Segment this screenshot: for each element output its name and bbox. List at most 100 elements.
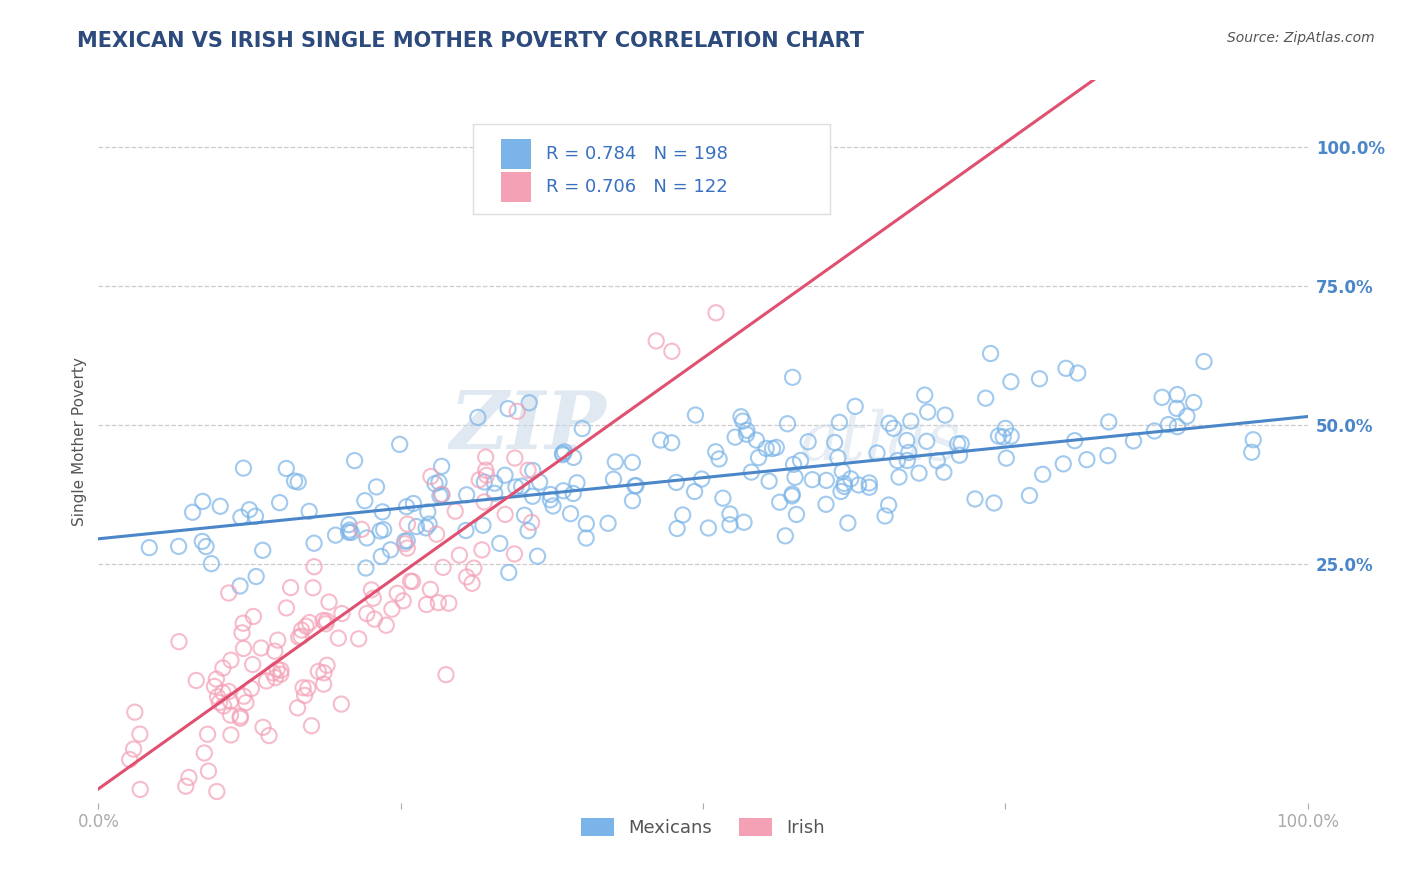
Point <box>456 488 478 502</box>
Point <box>513 508 536 523</box>
Point <box>262 665 284 680</box>
Point <box>415 598 437 612</box>
Point <box>503 450 526 465</box>
Point <box>315 616 337 631</box>
Point <box>252 720 274 734</box>
Point <box>426 527 449 541</box>
Point <box>624 479 647 493</box>
Point <box>877 417 900 431</box>
Point <box>828 415 851 429</box>
Point <box>730 409 752 424</box>
Point <box>186 673 208 688</box>
Point <box>219 653 242 667</box>
Point <box>494 468 516 483</box>
Point <box>1000 375 1022 389</box>
Point <box>886 453 908 467</box>
Point <box>418 516 440 531</box>
Point <box>690 472 713 486</box>
Point <box>780 489 803 503</box>
Point <box>1052 457 1074 471</box>
Point <box>353 493 375 508</box>
Point <box>1182 395 1205 409</box>
Point <box>208 696 231 710</box>
Point <box>219 728 242 742</box>
Point <box>1166 387 1188 401</box>
Point <box>575 516 598 531</box>
Point <box>553 445 575 459</box>
Point <box>1028 372 1050 386</box>
Point <box>396 541 419 556</box>
Point <box>529 475 551 489</box>
Point <box>824 435 846 450</box>
Point <box>769 495 792 509</box>
Point <box>506 404 529 418</box>
Point <box>463 561 485 575</box>
Point <box>387 586 409 600</box>
Point <box>1076 452 1098 467</box>
Point <box>347 632 370 646</box>
Point <box>780 487 803 501</box>
Point <box>207 690 229 704</box>
Point <box>337 525 360 540</box>
Point <box>503 547 526 561</box>
Point <box>755 442 778 456</box>
Point <box>430 487 453 501</box>
Point <box>434 667 457 681</box>
Point <box>1166 401 1188 416</box>
Point <box>1157 417 1180 432</box>
Point <box>276 601 298 615</box>
Point <box>745 433 768 447</box>
Point <box>946 437 969 451</box>
Point <box>1122 434 1144 448</box>
Point <box>522 489 544 503</box>
Point <box>456 570 478 584</box>
Point <box>270 667 292 681</box>
Point <box>1097 449 1119 463</box>
FancyBboxPatch shape <box>474 124 830 214</box>
Point <box>718 507 741 521</box>
Point <box>177 771 200 785</box>
Point <box>782 370 804 384</box>
Point <box>371 505 394 519</box>
Point <box>775 529 797 543</box>
Point <box>866 446 889 460</box>
Point <box>368 524 391 538</box>
Point <box>1018 488 1040 502</box>
Point <box>211 685 233 699</box>
Point <box>399 574 422 589</box>
Point <box>375 618 398 632</box>
Point <box>484 476 506 491</box>
Point <box>883 421 905 435</box>
Point <box>191 494 214 508</box>
Point <box>437 596 460 610</box>
Point <box>1152 390 1174 404</box>
Point <box>232 616 254 631</box>
Point <box>174 779 197 793</box>
Point <box>551 446 574 460</box>
Point <box>472 475 495 489</box>
Point <box>256 673 278 688</box>
Point <box>517 396 540 410</box>
Point <box>429 489 451 503</box>
Point <box>149 830 172 844</box>
Point <box>129 782 152 797</box>
Point <box>963 491 986 506</box>
Point <box>1063 434 1085 448</box>
Point <box>994 421 1017 435</box>
Point <box>229 510 252 524</box>
Text: Source: ZipAtlas.com: Source: ZipAtlas.com <box>1227 31 1375 45</box>
Point <box>257 729 280 743</box>
Point <box>844 400 866 414</box>
Point <box>993 430 1015 444</box>
Point <box>394 537 416 551</box>
Point <box>337 517 360 532</box>
Point <box>538 492 561 507</box>
Text: R = 0.784   N = 198: R = 0.784 N = 198 <box>546 145 728 163</box>
Point <box>731 414 754 428</box>
Point <box>934 408 956 422</box>
Point <box>315 614 337 628</box>
Point <box>167 634 190 648</box>
Point <box>783 470 806 484</box>
Point <box>307 665 329 679</box>
Point <box>789 453 811 467</box>
